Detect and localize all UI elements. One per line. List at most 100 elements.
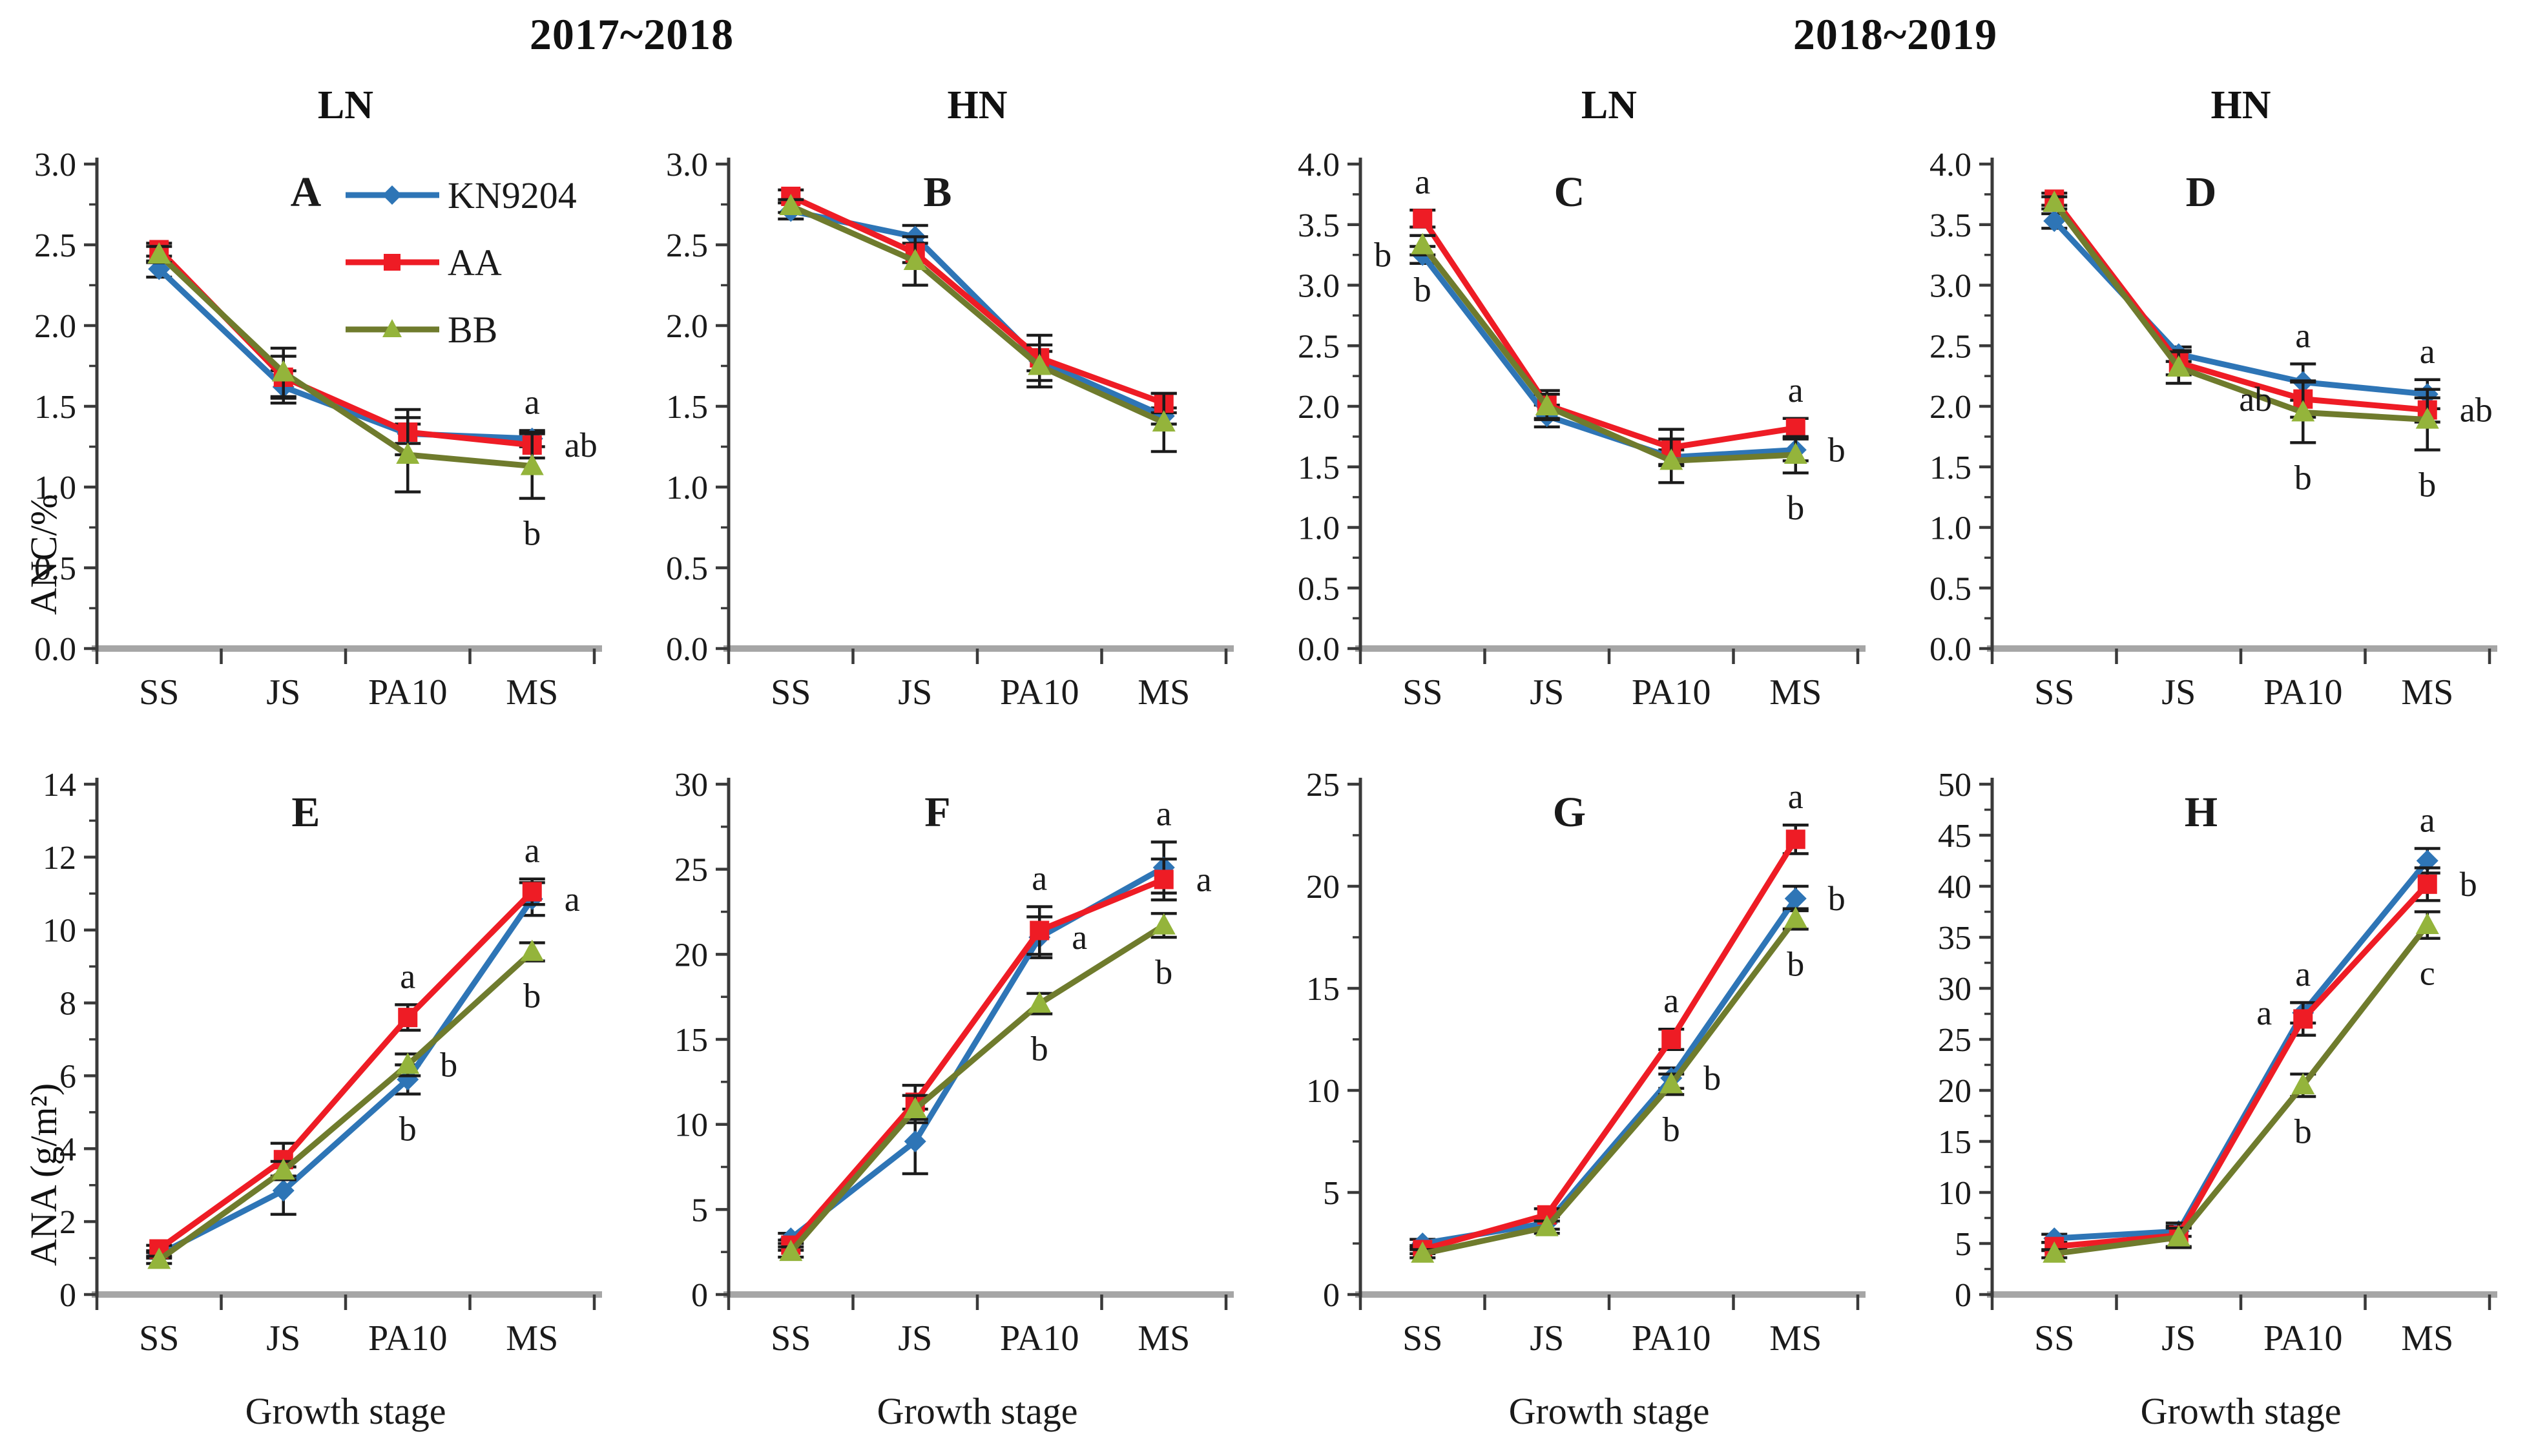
sig-letter-MS-KN9204: a (2420, 801, 2435, 840)
svg-text:3.0: 3.0 (666, 147, 708, 183)
sig-letter-MS-AA: a (1788, 371, 1804, 410)
marker-diamond (1784, 887, 1807, 910)
marker-triangle (2415, 913, 2439, 935)
series-BB (146, 939, 545, 1269)
x-tick-SS: SS (2034, 672, 2074, 712)
series-line (157, 252, 533, 469)
series-line (157, 950, 534, 1263)
x-tick-PA10: PA10 (368, 672, 447, 712)
sig-letter-MS-AA: a (1788, 777, 1804, 816)
axis: 0.0 0.5 1.0 1.5 2.0 2.5 3.0 SS JS PA10 MS (34, 147, 602, 712)
svg-text:12: 12 (43, 840, 76, 877)
series-BB (2041, 191, 2440, 452)
x-tick-JS: JS (1530, 1318, 1564, 1358)
marker-triangle (779, 194, 803, 215)
x-tick-JS: JS (898, 672, 932, 712)
svg-text:40: 40 (1938, 869, 1971, 906)
series-BB (778, 911, 1177, 1262)
marker-triangle (1028, 991, 1052, 1013)
year-title-left: 2017~2018 (529, 10, 734, 59)
x-tick-JS: JS (898, 1318, 932, 1358)
marker-diamond (2043, 210, 2066, 233)
marker-triangle (1535, 394, 1559, 415)
panel-letter: E (291, 789, 320, 836)
x-tick-PA10: PA10 (2263, 672, 2342, 712)
series-line (1420, 243, 1796, 464)
marker-triangle (1411, 233, 1435, 255)
sig-letter-SS-KN9204: b (1374, 236, 1391, 275)
x-tick-SS: SS (1402, 1318, 1442, 1358)
panel-C-chart: 0.00.51.01.52.02.53.03.54.0SS JS PA10 MSCab… (1298, 147, 1866, 712)
marker-triangle (147, 1247, 171, 1269)
series-BB (2041, 910, 2440, 1263)
marker-triangle (2043, 1241, 2066, 1263)
panel-letter: D (2186, 169, 2217, 216)
marker-triangle (1028, 353, 1052, 375)
marker-triangle (1783, 442, 1807, 464)
subtitle-panel-c: LN (1581, 83, 1638, 127)
svg-text:5: 5 (691, 1192, 708, 1229)
svg-text:2.0: 2.0 (34, 308, 76, 345)
x-tick-JS: JS (266, 672, 300, 712)
sig-letter-MS-KN9204: a (1156, 795, 1172, 833)
svg-text:0: 0 (59, 1277, 76, 1314)
marker-triangle (147, 242, 171, 264)
sig-letter-MS-BB: b (2418, 466, 2436, 504)
marker-triangle (2167, 355, 2190, 377)
marker-square (398, 1008, 418, 1028)
x-tick-SS: SS (771, 672, 811, 712)
svg-text:1.5: 1.5 (666, 389, 708, 426)
series-AA (1409, 209, 1809, 468)
panel-letter: F (924, 789, 950, 836)
svg-text:15: 15 (674, 1022, 708, 1059)
svg-text:0: 0 (1323, 1277, 1340, 1314)
svg-text:25: 25 (1306, 767, 1340, 804)
svg-text:20: 20 (674, 937, 708, 973)
svg-text:10: 10 (43, 913, 76, 950)
svg-text:1.5: 1.5 (1298, 450, 1340, 486)
svg-text:25: 25 (1938, 1022, 1971, 1059)
svg-text:2.0: 2.0 (666, 308, 708, 345)
axis: 0 2 4 6 8 10 12 14 SS JS PA10 MS (43, 767, 602, 1358)
sig-letter-MS-KN9204: a (565, 880, 580, 919)
panel-letter: A (291, 169, 322, 216)
panel-H: 0 5 10 15 20 25 30 35 40 45 50 SS JS PA10 MS Growth sta… (1895, 758, 2527, 1456)
series-line (789, 193, 1165, 406)
legend: KN9204 AA BB (346, 174, 577, 351)
sig-letter-MS-AA: a (1196, 860, 1212, 899)
svg-text:8: 8 (59, 986, 76, 1023)
marker-square (1661, 1030, 1681, 1049)
sig-letter-MS-KN9204: a (2420, 332, 2435, 371)
svg-text:10: 10 (1938, 1175, 1971, 1212)
series-line (2052, 201, 2428, 423)
series-line (1420, 216, 1796, 451)
series-AA (2041, 866, 2440, 1256)
svg-text:5: 5 (1955, 1226, 1971, 1263)
marker-triangle (2167, 1225, 2190, 1247)
series-line (2054, 858, 2430, 1242)
x-tick-MS: MS (506, 672, 558, 712)
marker-triangle (396, 1052, 420, 1074)
marker-diamond (904, 1130, 926, 1152)
x-axis-label: Growth stage (245, 1390, 446, 1432)
x-tick-MS: MS (506, 1318, 558, 1358)
svg-text:2: 2 (59, 1204, 76, 1241)
sig-letter-MS-BB: b (1155, 953, 1172, 992)
panel-D-chart: 0.00.51.01.52.02.53.03.54.0SS JS PA10 MSDaa… (1929, 147, 2497, 712)
legend-marker-diamond (382, 185, 402, 205)
sig-letter-MS-BB: b (523, 514, 541, 553)
year-title-right: 2018~2019 (1793, 10, 1998, 59)
svg-text:3.0: 3.0 (1929, 268, 1971, 305)
svg-text:0: 0 (1955, 1277, 1971, 1314)
x-tick-SS: SS (139, 1318, 179, 1358)
x-tick-JS: JS (2161, 1318, 2196, 1358)
marker-triangle (1535, 1214, 1559, 1236)
